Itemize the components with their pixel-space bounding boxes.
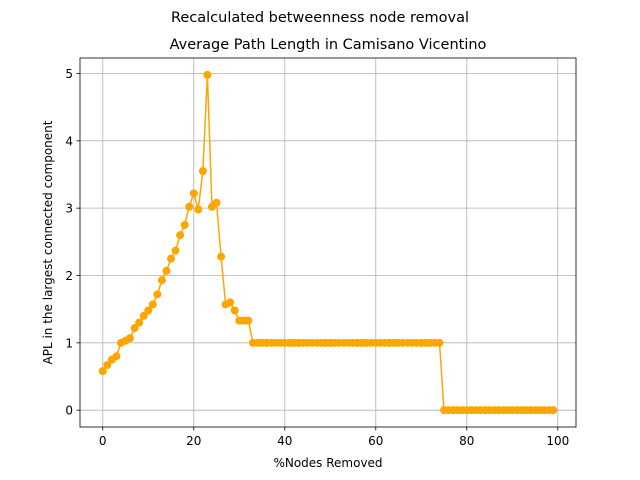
y-tick-label: 2 [65,269,73,283]
x-tick-label: 20 [186,434,201,448]
data-point [194,205,203,214]
data-point [130,324,139,333]
data-point [171,246,180,255]
data-point [185,202,194,211]
data-point [157,276,166,285]
plot-frame [79,57,577,428]
data-point [230,306,239,315]
data-point [180,220,189,229]
data-point [549,406,558,415]
data-point [103,361,112,370]
data-point [112,352,121,361]
x-tick-label: 0 [99,434,107,448]
x-tick-label: 60 [368,434,383,448]
chart-suptitle: Recalculated betweenness node removal [171,10,469,26]
data-point [126,334,135,343]
x-axis-label: %Nodes Removed [273,456,382,470]
y-tick-label: 1 [65,336,73,350]
data-point [203,70,212,79]
y-tick-label: 3 [65,202,73,216]
y-tick-label: 0 [65,404,73,418]
data-point [212,198,221,207]
data-point [135,318,144,327]
grid [80,58,576,427]
data-point [244,316,253,325]
x-tick-label: 80 [459,434,474,448]
data-series [98,70,558,415]
data-point [139,311,148,320]
y-axis-label: APL in the largest connected component [41,120,55,364]
data-point [148,300,157,309]
x-tick-label: 40 [277,434,292,448]
data-point [435,338,444,347]
data-point [217,252,226,261]
data-point [176,231,185,240]
y-tick-label: 5 [65,67,73,81]
data-point [162,266,171,275]
data-point [167,254,176,263]
series-line [102,74,554,411]
axis-ticks: 0 20 40 60 80 100 0 1 2 3 4 5 [65,67,569,448]
data-point [189,189,198,198]
x-tick-label: 100 [546,434,569,448]
data-point [144,306,153,315]
y-tick-label: 4 [65,134,73,148]
data-point [153,290,162,299]
chart-title: Average Path Length in Camisano Vicentin… [170,37,487,53]
data-point [98,367,107,376]
data-point [198,167,207,176]
data-point [226,298,235,307]
